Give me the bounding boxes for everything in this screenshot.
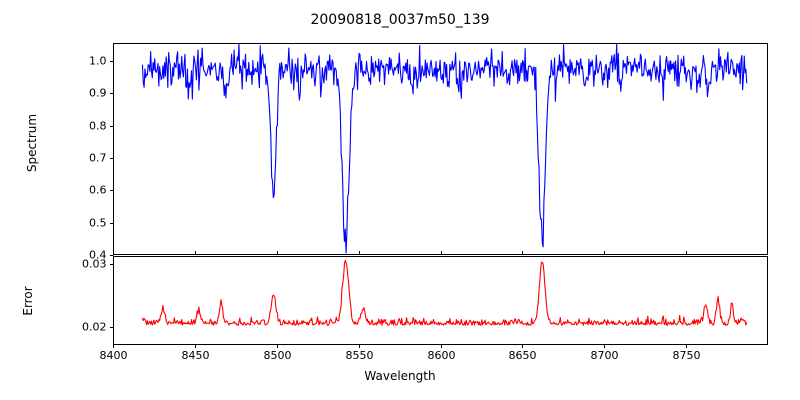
matplotlib-figure: 20090818_0037m50_139 Spectrum Error Wave… bbox=[0, 0, 800, 400]
spectrum-plot-canvas bbox=[0, 0, 800, 400]
